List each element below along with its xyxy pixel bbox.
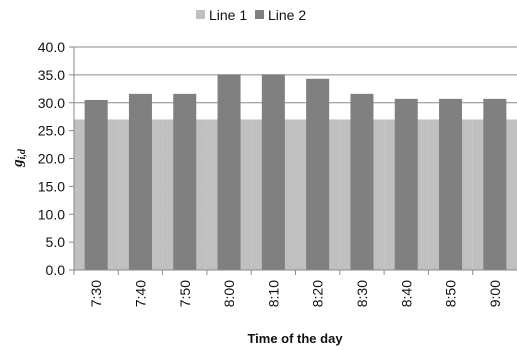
legend-label: Line 2 (268, 7, 306, 23)
bar-line-2 (128, 93, 152, 270)
bar-line-2 (350, 93, 374, 270)
x-tick-label: 8:20 (310, 280, 326, 307)
y-axis-title: gi,d (10, 148, 28, 168)
y-axis-title-subscript: i,d (17, 148, 28, 159)
bar-line-2 (483, 98, 507, 270)
x-tick-label: 7:50 (177, 280, 193, 307)
x-tick-label: 7:30 (88, 280, 104, 307)
y-axis-title-main: g (10, 159, 26, 168)
legend: Line 1 Line 2 (196, 7, 306, 23)
x-axis-ticks: 7:30 7:40 7:50 8:00 8:10 8:20 8:30 8:40 8:50 9:00 (73, 270, 503, 307)
legend-swatch (196, 10, 205, 19)
y-tick-label: 30.0 (38, 95, 65, 111)
x-tick-label: 8:10 (265, 280, 281, 307)
y-tick-label: 15.0 (38, 178, 65, 194)
y-tick-label: 40.0 (38, 39, 65, 55)
bar-line-2 (261, 74, 285, 270)
x-axis-title: Time of the day (247, 331, 343, 346)
bar-line-2 (394, 98, 418, 270)
legend-swatch (255, 10, 264, 19)
y-tick-label: 0.0 (46, 262, 66, 278)
bar-line-2 (306, 78, 330, 270)
y-axis-ticks: 0.0 5.0 10.0 15.0 20.0 25.0 30.0 35.0 40.0 (38, 39, 74, 278)
series-line-2 (84, 74, 507, 271)
y-tick-label: 5.0 (46, 234, 66, 250)
bar-line-2 (84, 99, 108, 271)
x-tick-label: 8:00 (221, 280, 237, 307)
y-tick-label: 20.0 (38, 151, 65, 167)
bar-line-2 (439, 98, 463, 270)
bar-line-2 (173, 93, 197, 270)
x-tick-label: 8:50 (443, 280, 459, 307)
y-tick-label: 35.0 (38, 67, 65, 83)
x-tick-label: 8:30 (354, 280, 370, 307)
x-tick-label: 7:40 (132, 280, 148, 307)
axes (73, 47, 517, 271)
x-tick-label: 8:40 (398, 280, 414, 307)
x-tick-label: 9:00 (487, 280, 503, 307)
y-tick-label: 25.0 (38, 123, 65, 139)
legend-label: Line 1 (209, 7, 247, 23)
bar-line-2 (217, 74, 241, 270)
y-tick-label: 10.0 (38, 206, 65, 222)
